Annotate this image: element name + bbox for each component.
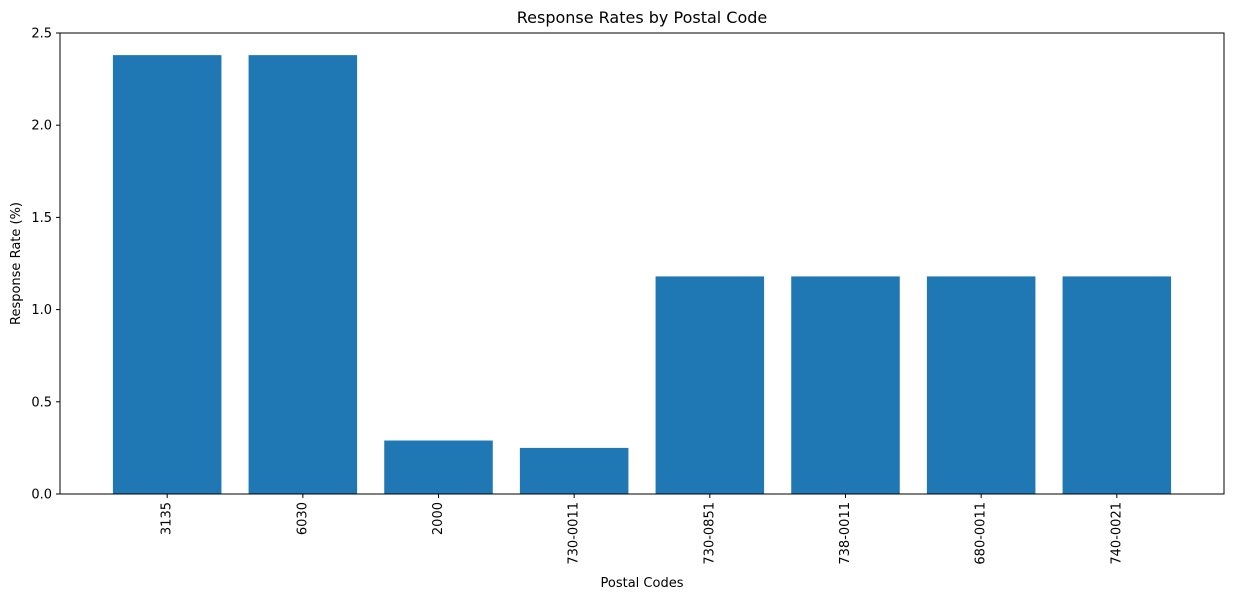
x-tick-label: 740-0021 xyxy=(1109,502,1124,565)
y-tick-label: 0.0 xyxy=(31,488,52,503)
x-tick-label: 2000 xyxy=(431,502,446,535)
x-tick-label: 738-0011 xyxy=(838,502,853,565)
x-tick-label: 680-0011 xyxy=(974,502,989,565)
y-tick-label: 0.5 xyxy=(31,395,52,410)
bar-3135 xyxy=(112,55,222,495)
x-tick-label: 730-0851 xyxy=(702,502,717,565)
y-tick-label: 2.0 xyxy=(31,119,52,134)
bar-6030 xyxy=(248,55,358,495)
x-axis: 3135 6030 2000 730-0011 730-0851 738-0011 680-… xyxy=(160,494,1124,565)
plot-frame xyxy=(59,32,1225,495)
chart-title: Response Rates by Postal Code xyxy=(517,8,768,27)
y-tick-label: 1.0 xyxy=(31,303,52,318)
x-tick-label: 730-0011 xyxy=(567,502,582,565)
bar-740-0021 xyxy=(1062,276,1172,494)
bar-680-0011 xyxy=(926,276,1036,494)
y-axis-label: Response Rate (%) xyxy=(9,202,24,325)
bar-738-0011 xyxy=(791,276,900,494)
y-tick-label: 1.5 xyxy=(31,211,52,226)
bar-730-0011 xyxy=(519,447,629,494)
bar-730-0851 xyxy=(655,276,765,494)
x-axis-label: Postal Codes xyxy=(601,576,684,591)
bars-group xyxy=(112,55,1172,495)
y-tick-label: 2.5 xyxy=(31,27,52,42)
x-tick-label: 3135 xyxy=(160,502,175,535)
x-tick-label: 6030 xyxy=(295,502,310,535)
bar-2000 xyxy=(384,440,493,494)
y-axis: 0.0 0.5 1.0 1.5 2.0 2.5 xyxy=(31,27,60,503)
